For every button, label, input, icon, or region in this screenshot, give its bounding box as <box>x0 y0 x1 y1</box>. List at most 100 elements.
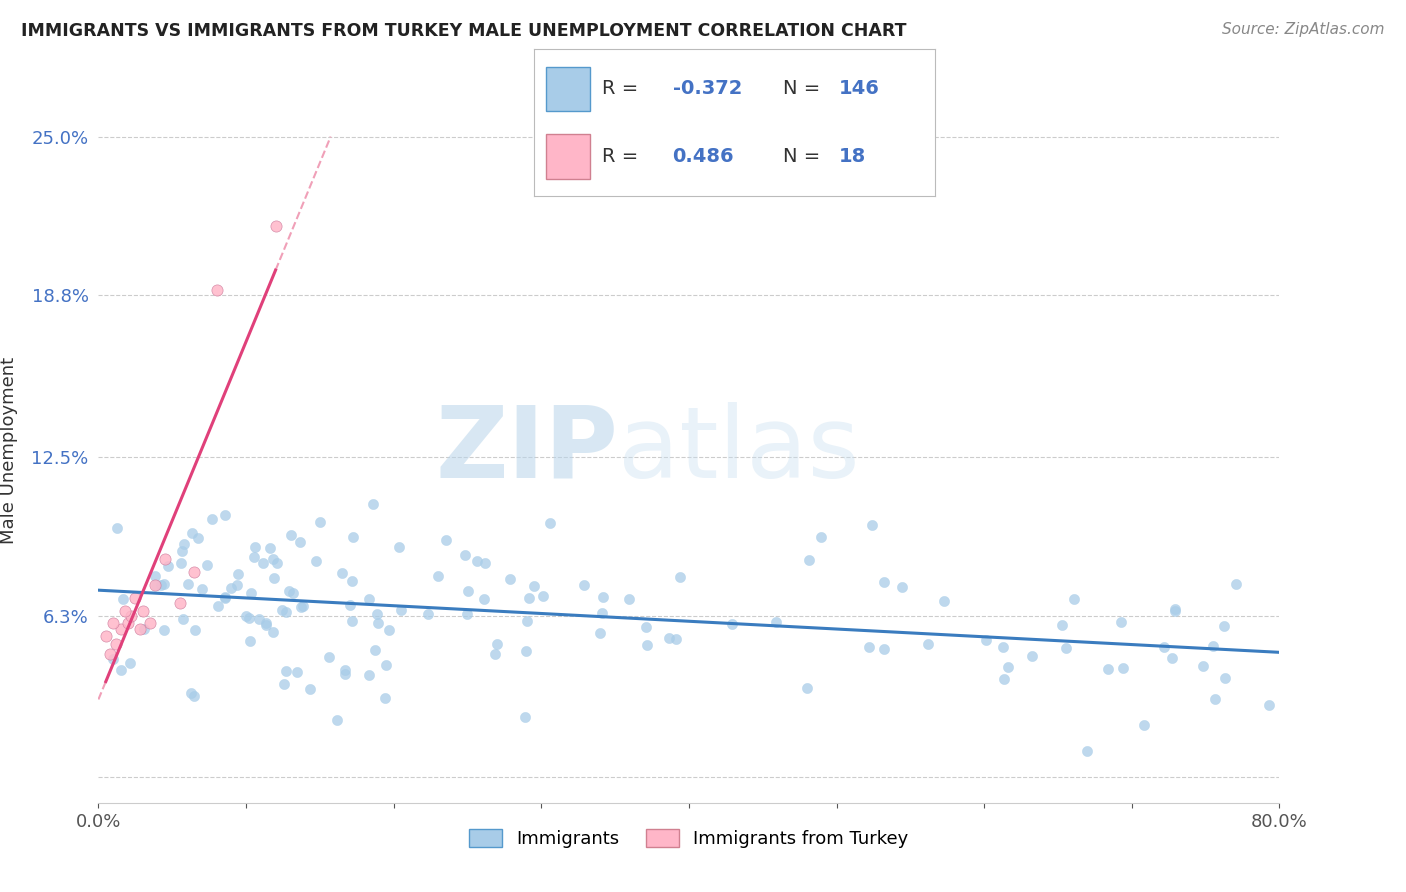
Point <box>107 521 129 535</box>
Text: 146: 146 <box>839 79 880 98</box>
Point <box>299 682 322 697</box>
Point <box>342 574 364 589</box>
Point <box>263 571 285 585</box>
Point <box>720 617 742 632</box>
Point <box>207 599 229 613</box>
Point <box>474 556 496 570</box>
Point <box>335 663 357 677</box>
Point <box>103 651 125 665</box>
Text: N =: N = <box>783 79 820 98</box>
Point <box>1163 603 1185 617</box>
Point <box>180 686 202 700</box>
Point <box>280 527 302 541</box>
Point <box>484 647 506 661</box>
Point <box>278 583 301 598</box>
Point <box>111 592 134 607</box>
Point <box>799 552 821 566</box>
Point <box>187 531 209 545</box>
Point <box>1133 718 1156 732</box>
Point <box>389 603 412 617</box>
Point <box>658 632 681 646</box>
Text: atlas: atlas <box>619 402 859 499</box>
Point <box>219 581 242 595</box>
Point <box>128 622 150 636</box>
Point <box>765 615 787 629</box>
Point <box>134 623 156 637</box>
Point <box>245 540 267 554</box>
Point <box>105 637 128 651</box>
Point <box>592 590 614 604</box>
Point <box>1054 640 1077 655</box>
Point <box>1163 602 1185 616</box>
Point <box>247 612 270 626</box>
Point <box>214 591 236 605</box>
Point <box>276 605 298 619</box>
Point <box>1021 648 1043 663</box>
Point <box>153 623 176 637</box>
Point <box>290 600 312 615</box>
Point <box>262 551 284 566</box>
Point <box>252 556 274 570</box>
Point <box>339 598 361 612</box>
Point <box>1204 691 1226 706</box>
Point <box>94 629 117 643</box>
Point <box>114 604 136 618</box>
Point <box>243 550 266 565</box>
Point <box>238 611 260 625</box>
Point <box>288 535 311 549</box>
Point <box>110 622 132 636</box>
Point <box>149 578 172 592</box>
Point <box>572 578 595 592</box>
Point <box>997 660 1019 674</box>
Point <box>226 566 249 581</box>
Point <box>378 623 401 637</box>
Point <box>273 677 295 691</box>
Point <box>515 643 537 657</box>
Point <box>183 565 205 579</box>
Point <box>1050 618 1073 632</box>
Point <box>434 533 457 548</box>
Point <box>117 616 139 631</box>
Point <box>873 574 896 589</box>
Point <box>239 633 262 648</box>
Point <box>330 566 353 580</box>
Point <box>1225 577 1247 591</box>
Point <box>538 516 561 530</box>
Point <box>993 672 1015 686</box>
Point <box>201 512 224 526</box>
Point <box>1160 651 1182 665</box>
Point <box>617 592 640 607</box>
Point <box>388 541 411 555</box>
Point <box>454 548 477 562</box>
Point <box>335 666 357 681</box>
Point <box>153 552 176 566</box>
Point <box>367 616 389 631</box>
Point <box>205 283 228 297</box>
Point <box>143 578 166 592</box>
Text: ZIP: ZIP <box>436 402 619 499</box>
Point <box>259 541 281 556</box>
Point <box>190 582 212 596</box>
Point <box>426 569 449 583</box>
Point <box>184 624 207 638</box>
Point <box>457 583 479 598</box>
Point <box>932 594 955 608</box>
Point <box>890 580 912 594</box>
Point <box>98 647 121 661</box>
Point <box>810 530 832 544</box>
Point <box>668 570 690 584</box>
Point <box>197 558 219 572</box>
Point <box>523 579 546 593</box>
Point <box>264 219 287 234</box>
Point <box>173 536 195 550</box>
Point <box>292 599 315 613</box>
Point <box>1258 698 1281 713</box>
Point <box>340 614 363 628</box>
Point <box>485 637 508 651</box>
Point <box>262 625 284 640</box>
Point <box>634 620 657 634</box>
Point <box>266 556 288 570</box>
Point <box>665 632 688 646</box>
Point <box>305 554 328 568</box>
Text: -0.372: -0.372 <box>672 79 742 98</box>
